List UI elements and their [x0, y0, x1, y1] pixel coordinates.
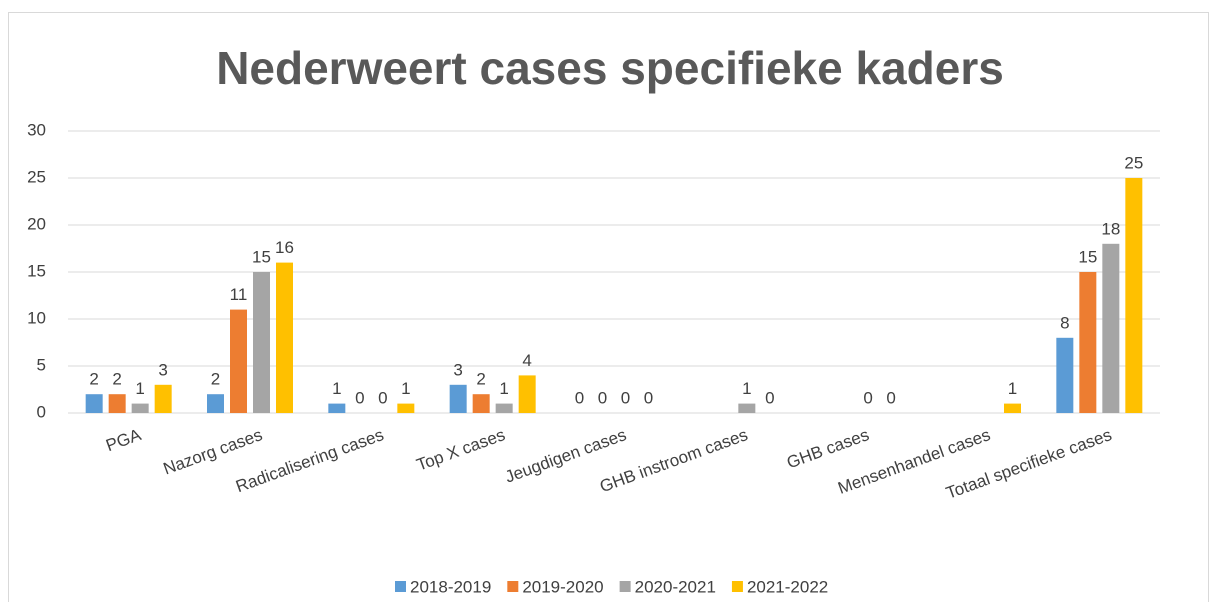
- legend-swatch: [619, 581, 631, 592]
- value-label: 3: [453, 360, 462, 379]
- value-label: 4: [522, 351, 531, 370]
- value-label: 15: [252, 247, 271, 266]
- value-label: 2: [476, 370, 485, 389]
- y-tick-label: 30: [27, 120, 46, 139]
- legend-label: 2020-2021: [635, 577, 716, 596]
- bar: [253, 272, 270, 413]
- value-label: 25: [1124, 153, 1143, 172]
- bar: [131, 403, 149, 413]
- bar: [108, 394, 126, 413]
- bar: [328, 403, 346, 413]
- y-tick-label: 5: [37, 355, 46, 374]
- legend-swatch: [507, 581, 519, 592]
- chart-border: [8, 12, 1209, 607]
- value-label: 2: [211, 370, 220, 389]
- value-label: 3: [158, 360, 167, 379]
- legend-label: 2021-2022: [747, 577, 828, 596]
- value-label: 1: [1008, 379, 1017, 398]
- legend-swatch: [395, 581, 406, 592]
- value-label: 0: [355, 388, 364, 407]
- chart-title: Nederweert cases specifieke kaders: [216, 42, 1004, 94]
- y-tick-label: 15: [27, 261, 46, 280]
- value-label: 1: [401, 379, 410, 398]
- bar: [397, 403, 415, 413]
- legend-swatch: [731, 581, 743, 592]
- bar: [518, 375, 536, 413]
- value-label: 0: [621, 388, 630, 407]
- bar: [738, 403, 756, 413]
- value-label: 2: [112, 370, 121, 389]
- value-label: 1: [499, 379, 508, 398]
- bar: [1125, 178, 1143, 413]
- value-label: 0: [886, 388, 895, 407]
- y-tick-label: 10: [27, 308, 46, 327]
- bar: [276, 262, 293, 413]
- bar: [207, 394, 224, 413]
- value-label: 1: [742, 379, 751, 398]
- bar: [85, 394, 103, 413]
- bar: [154, 384, 172, 413]
- value-label: 0: [598, 388, 607, 407]
- y-tick-label: 0: [37, 402, 46, 421]
- bar: [1079, 272, 1097, 413]
- value-label: 0: [765, 388, 774, 407]
- bar: [1056, 337, 1074, 413]
- bar: [495, 403, 513, 413]
- value-label: 1: [135, 379, 144, 398]
- bar: [1004, 403, 1021, 413]
- bar: [230, 309, 247, 413]
- y-tick-label: 25: [27, 167, 46, 186]
- value-label: 0: [378, 388, 387, 407]
- value-label: 0: [644, 388, 653, 407]
- value-label: 2: [89, 370, 98, 389]
- value-label: 16: [275, 238, 294, 257]
- value-label: 0: [575, 388, 584, 407]
- value-label: 18: [1101, 219, 1120, 238]
- bar: [472, 394, 490, 413]
- value-label: 0: [863, 388, 872, 407]
- legend-label: 2019-2020: [522, 577, 603, 596]
- legend-label: 2018-2019: [410, 577, 491, 596]
- bar: [449, 384, 467, 413]
- bar: [1102, 243, 1120, 413]
- value-label: 11: [230, 285, 248, 304]
- value-label: 1: [332, 379, 341, 398]
- value-label: 15: [1078, 247, 1097, 266]
- y-tick-label: 20: [27, 214, 46, 233]
- value-label: 8: [1060, 313, 1069, 332]
